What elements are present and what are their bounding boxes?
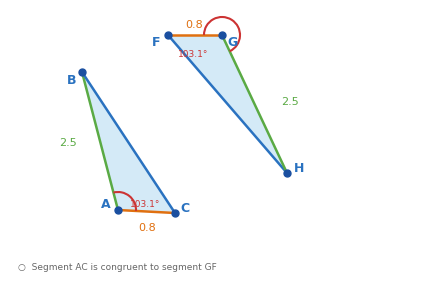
Text: 2.5: 2.5 (59, 138, 77, 148)
Text: ○  Segment AC is congruent to segment GF: ○ Segment AC is congruent to segment GF (18, 264, 217, 272)
Text: C: C (180, 201, 190, 215)
Polygon shape (168, 35, 287, 173)
Text: 0.8: 0.8 (138, 223, 156, 233)
Text: 0.8: 0.8 (185, 20, 203, 30)
Text: 103.1°: 103.1° (130, 200, 160, 209)
Text: G: G (227, 36, 237, 50)
Polygon shape (82, 72, 175, 213)
Text: H: H (294, 162, 304, 174)
Text: B: B (67, 74, 77, 87)
Text: F: F (152, 36, 160, 50)
Text: 103.1°: 103.1° (178, 50, 208, 59)
Text: A: A (101, 198, 111, 211)
Text: 2.5: 2.5 (281, 97, 299, 107)
